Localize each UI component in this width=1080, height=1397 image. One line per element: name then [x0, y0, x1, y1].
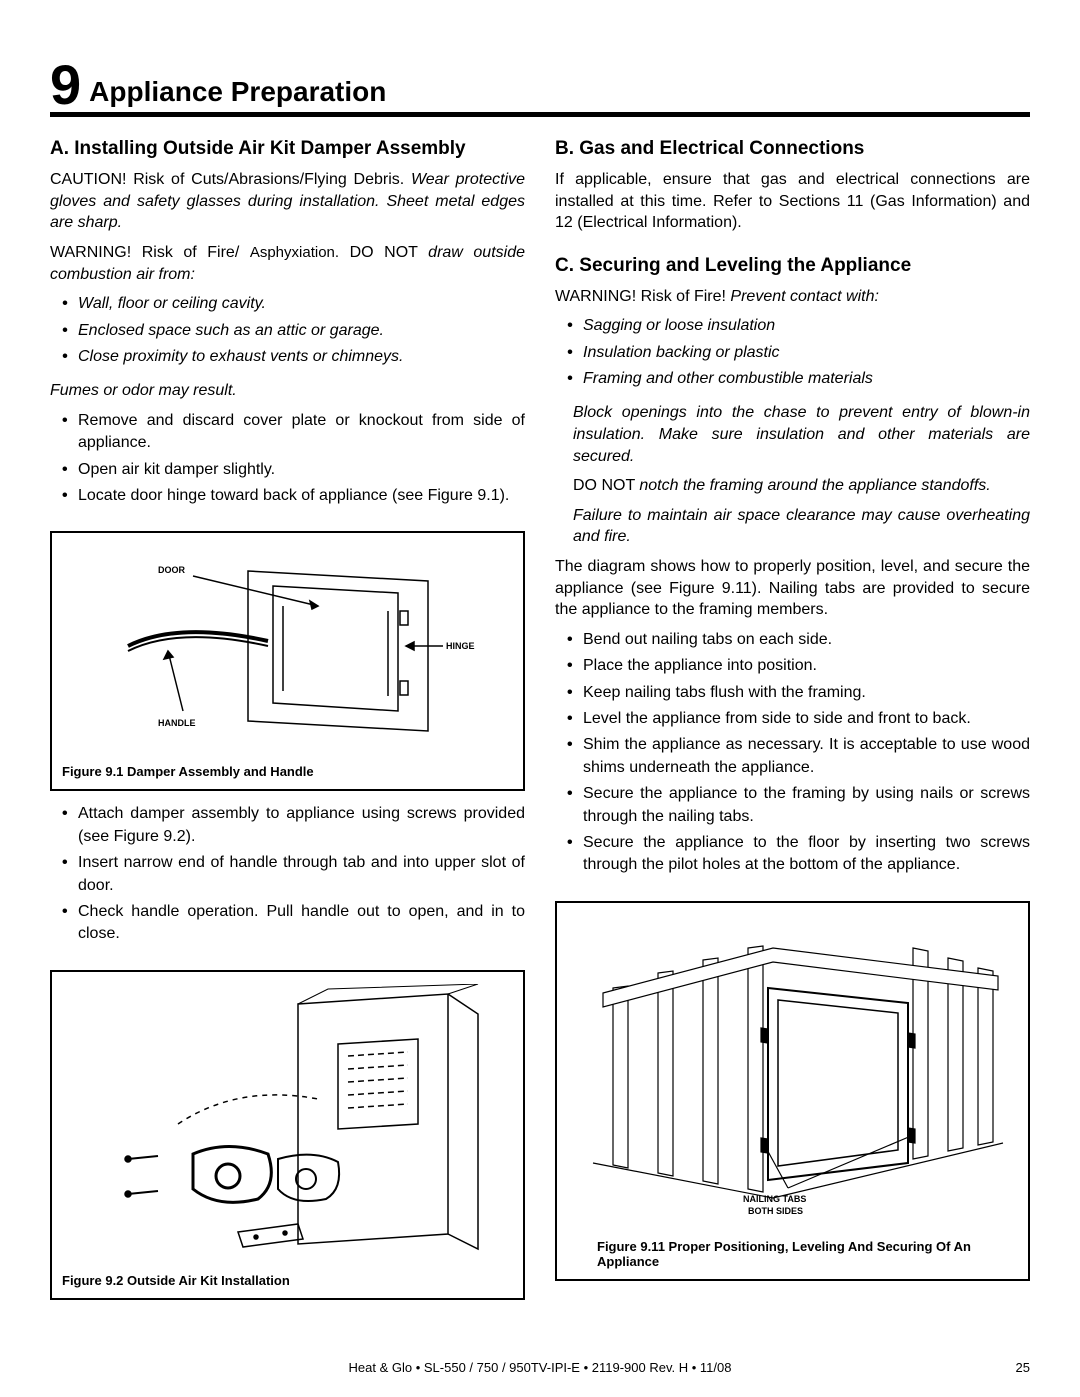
list-item: Check handle operation. Pull handle out …: [50, 901, 525, 946]
warning-mid: Asphyxiation.: [250, 244, 339, 261]
c-warning-paragraph: WARNING! Risk of Fire! Prevent contact w…: [555, 286, 1030, 308]
nailing-tabs-label-1: NAILING TABS: [743, 1194, 806, 1204]
figure-9-2: Figure 9.2 Outside Air Kit Installation: [50, 970, 525, 1300]
c-failure-text: Failure to maintain air space clearance …: [555, 505, 1030, 548]
right-column: B. Gas and Electrical Connections If app…: [555, 137, 1030, 1311]
steps-list-1: Remove and discard cover plate or knocko…: [50, 410, 525, 512]
damper-assembly-diagram: DOOR HINGE HANDLE: [88, 551, 488, 751]
section-header: 9 Appliance Preparation: [50, 60, 1030, 117]
list-item: Secure the appliance to the floor by ins…: [555, 832, 1030, 877]
c-donot: DO NOT: [573, 477, 639, 494]
steps-list-2: Attach damper assembly to appliance usin…: [50, 803, 525, 949]
section-b-text: If applicable, ensure that gas and elect…: [555, 169, 1030, 234]
caution-paragraph: CAUTION! Risk of Cuts/Abrasions/Flying D…: [50, 169, 525, 234]
two-column-layout: A. Installing Outside Air Kit Damper Ass…: [50, 137, 1030, 1311]
caution-text: CAUTION! Risk of Cuts/Abrasions/Flying D…: [50, 171, 411, 188]
c-diagram-text: The diagram shows how to properly positi…: [555, 556, 1030, 621]
list-item: Remove and discard cover plate or knocko…: [50, 410, 525, 455]
c-block-text: Block openings into the chase to prevent…: [555, 402, 1030, 467]
figure-9-1-caption: Figure 9.1 Damper Assembly and Handle: [62, 764, 513, 779]
list-item: Open air kit damper slightly.: [50, 459, 525, 481]
warning-after: DO NOT: [350, 244, 429, 261]
list-item: Shim the appliance as necessary. It is a…: [555, 734, 1030, 779]
list-item: Insulation backing or plastic: [555, 342, 1030, 364]
warning-text: WARNING! Risk of Fire/: [50, 244, 250, 261]
positioning-diagram: NAILING TABS BOTH SIDES: [573, 918, 1013, 1228]
list-item: Keep nailing tabs flush with the framing…: [555, 682, 1030, 704]
section-title: Appliance Preparation: [89, 62, 386, 108]
list-item: Secure the appliance to the framing by u…: [555, 783, 1030, 828]
figure-9-2-caption: Figure 9.2 Outside Air Kit Installation: [62, 1273, 513, 1288]
list-item: Close proximity to exhaust vents or chim…: [50, 346, 525, 368]
figure-9-11-caption: Figure 9.11 Proper Positioning, Leveling…: [567, 1239, 1018, 1269]
c-warning-bullets: Sagging or loose insulation Insulation b…: [555, 315, 1030, 394]
list-item: Sagging or loose insulation: [555, 315, 1030, 337]
door-label: DOOR: [158, 565, 186, 575]
handle-label: HANDLE: [158, 718, 196, 728]
list-item: Wall, floor or ceiling cavity.: [50, 293, 525, 315]
fumes-note: Fumes or odor may result.: [50, 380, 525, 402]
list-item: Attach damper assembly to appliance usin…: [50, 803, 525, 848]
figure-9-1: DOOR HINGE HANDLE Figure 9.1 Damper Asse…: [50, 531, 525, 791]
warning-paragraph: WARNING! Risk of Fire/ Asphyxiation. DO …: [50, 242, 525, 285]
heading-b: B. Gas and Electrical Connections: [555, 137, 1030, 161]
heading-c: C. Securing and Leveling the Appliance: [555, 254, 1030, 278]
list-item: Enclosed space such as an attic or garag…: [50, 320, 525, 342]
heading-a: A. Installing Outside Air Kit Damper Ass…: [50, 137, 525, 161]
list-item: Place the appliance into position.: [555, 655, 1030, 677]
list-item: Framing and other combustible materials: [555, 368, 1030, 390]
nailing-tabs-label-2: BOTH SIDES: [748, 1206, 803, 1216]
list-item: Insert narrow end of handle through tab …: [50, 852, 525, 897]
c-steps: Bend out nailing tabs on each side. Plac…: [555, 629, 1030, 881]
c-warn-text: WARNING! Risk of Fire!: [555, 288, 730, 305]
footer-text: Heat & Glo • SL-550 / 750 / 950TV-IPI-E …: [90, 1360, 990, 1375]
c-warn-italic: Prevent contact with:: [730, 288, 879, 305]
c-donot-italic: notch the framing around the appliance s…: [639, 477, 990, 494]
hinge-label: HINGE: [446, 641, 475, 651]
air-kit-installation-diagram: [78, 984, 498, 1264]
left-column: A. Installing Outside Air Kit Damper Ass…: [50, 137, 525, 1311]
section-number: 9: [50, 60, 81, 110]
list-item: Locate door hinge toward back of applian…: [50, 485, 525, 507]
page-number: 25: [990, 1360, 1030, 1375]
warning-bullets: Wall, floor or ceiling cavity. Enclosed …: [50, 293, 525, 372]
c-donot-paragraph: DO NOT notch the framing around the appl…: [555, 475, 1030, 497]
figure-9-11: NAILING TABS BOTH SIDES Figure 9.11 Prop…: [555, 901, 1030, 1281]
page-footer: Heat & Glo • SL-550 / 750 / 950TV-IPI-E …: [50, 1360, 1030, 1375]
list-item: Level the appliance from side to side an…: [555, 708, 1030, 730]
list-item: Bend out nailing tabs on each side.: [555, 629, 1030, 651]
